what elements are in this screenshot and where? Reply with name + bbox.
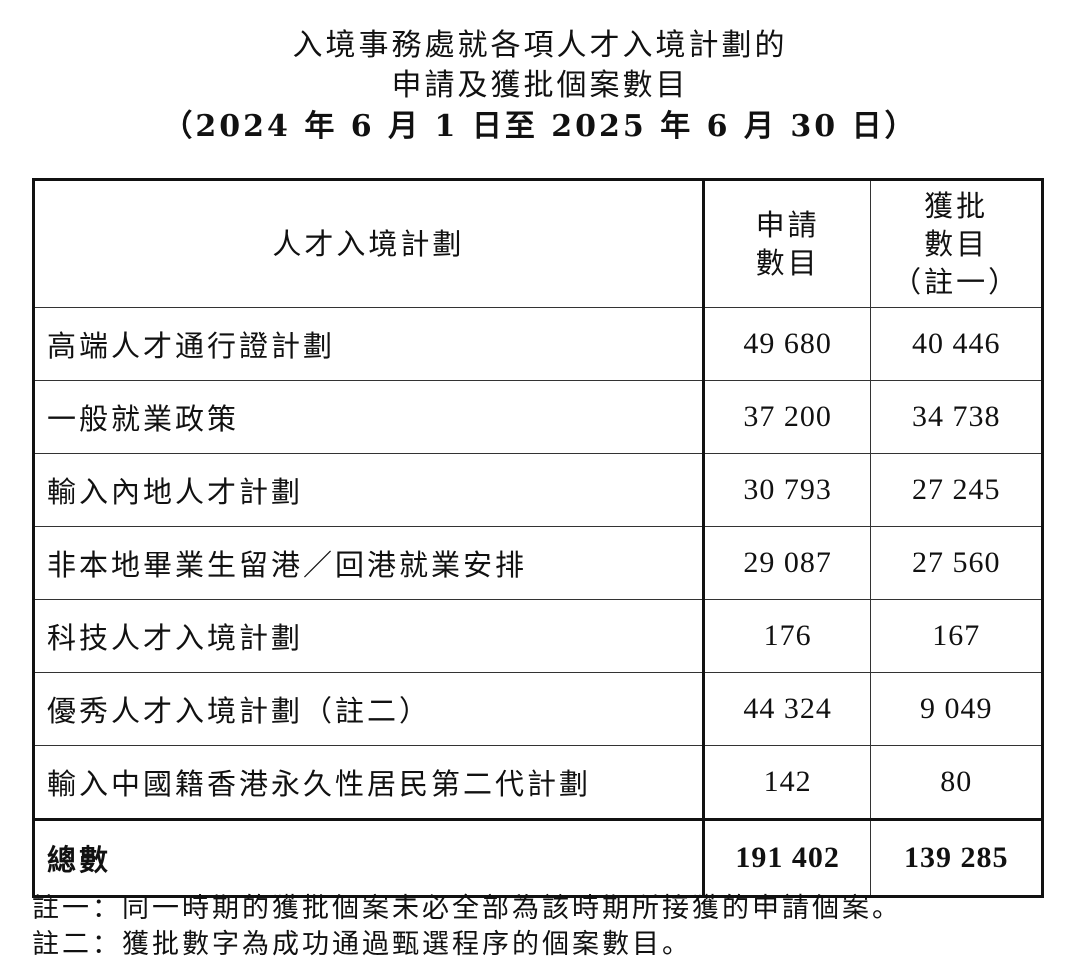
- approved-count: 167: [870, 599, 1043, 673]
- table-row: 輸入中國籍香港永久性居民第二代計劃 142 80: [33, 745, 1043, 820]
- scheme-name: 一般就業政策: [33, 380, 705, 454]
- table-header-row: 人才入境計劃 申請 數目 獲批 數目 （註一）: [33, 179, 1043, 308]
- scheme-name: 高端人才通行證計劃: [33, 307, 705, 381]
- total-applications: 191 402: [702, 818, 872, 897]
- table-row: 非本地畢業生留港／回港就業安排 29 087 27 560: [33, 526, 1043, 600]
- header-applications: 申請 數目: [702, 179, 872, 308]
- header-approved-line1: 獲批: [924, 189, 989, 223]
- table-row: 優秀人才入境計劃（註二） 44 324 9 049: [33, 672, 1043, 746]
- title-date-range: （2024 年 6 月 1 日至 2025 年 6 月 30 日）: [162, 109, 918, 144]
- approved-count: 27 560: [870, 526, 1043, 600]
- scheme-name: 輸入中國籍香港永久性居民第二代計劃: [33, 745, 705, 820]
- table-row: 高端人才通行證計劃 49 680 40 446: [33, 307, 1043, 381]
- total-row: 總數 191 402 139 285: [33, 818, 1043, 897]
- approved-count: 40 446: [870, 307, 1043, 381]
- header-applications-line2: 數目: [755, 246, 820, 280]
- table-row: 一般就業政策 37 200 34 738: [33, 380, 1043, 454]
- approved-count: 9 049: [870, 672, 1043, 746]
- total-label: 總數: [33, 818, 705, 897]
- table-row: 科技人才入境計劃 176 167: [33, 599, 1043, 673]
- applications-count: 30 793: [702, 453, 872, 527]
- total-approved: 139 285: [870, 818, 1043, 897]
- scheme-name: 非本地畢業生留港／回港就業安排: [33, 526, 705, 600]
- header-applications-line1: 申請: [755, 208, 820, 242]
- title-line-2: 申請及獲批個案數目: [391, 68, 689, 103]
- approved-count: 27 245: [870, 453, 1043, 527]
- applications-count: 49 680: [702, 307, 872, 381]
- applications-count: 29 087: [702, 526, 872, 600]
- scheme-name: 輸入內地人才計劃: [33, 453, 705, 527]
- header-approved-note: （註一）: [892, 265, 1021, 299]
- scheme-name: 科技人才入境計劃: [33, 599, 705, 673]
- header-approved: 獲批 數目 （註一）: [870, 179, 1043, 308]
- applications-count: 176: [702, 599, 872, 673]
- statistics-table: 人才入境計劃 申請 數目 獲批 數目 （註一） 高端人才通行證計劃 49 680 4…: [32, 178, 1044, 898]
- scheme-name: 優秀人才入境計劃（註二）: [33, 672, 705, 746]
- approved-count: 34 738: [870, 380, 1043, 454]
- table-row: 輸入內地人才計劃 30 793 27 245: [33, 453, 1043, 527]
- note-1: 註一：同一時期的獲批個案未必全部為該時期所接獲的申請個案。: [32, 893, 902, 924]
- header-approved-line2: 數目: [924, 227, 989, 261]
- approved-count: 80: [870, 745, 1043, 820]
- applications-count: 142: [702, 745, 872, 820]
- applications-count: 37 200: [702, 380, 872, 454]
- title-line-1: 入境事務處就各項人才入境計劃的: [292, 28, 788, 63]
- applications-count: 44 324: [702, 672, 872, 746]
- note-2: 註二：獲批數字為成功通過甄選程序的個案數目。: [32, 929, 692, 960]
- header-scheme: 人才入境計劃: [33, 179, 705, 308]
